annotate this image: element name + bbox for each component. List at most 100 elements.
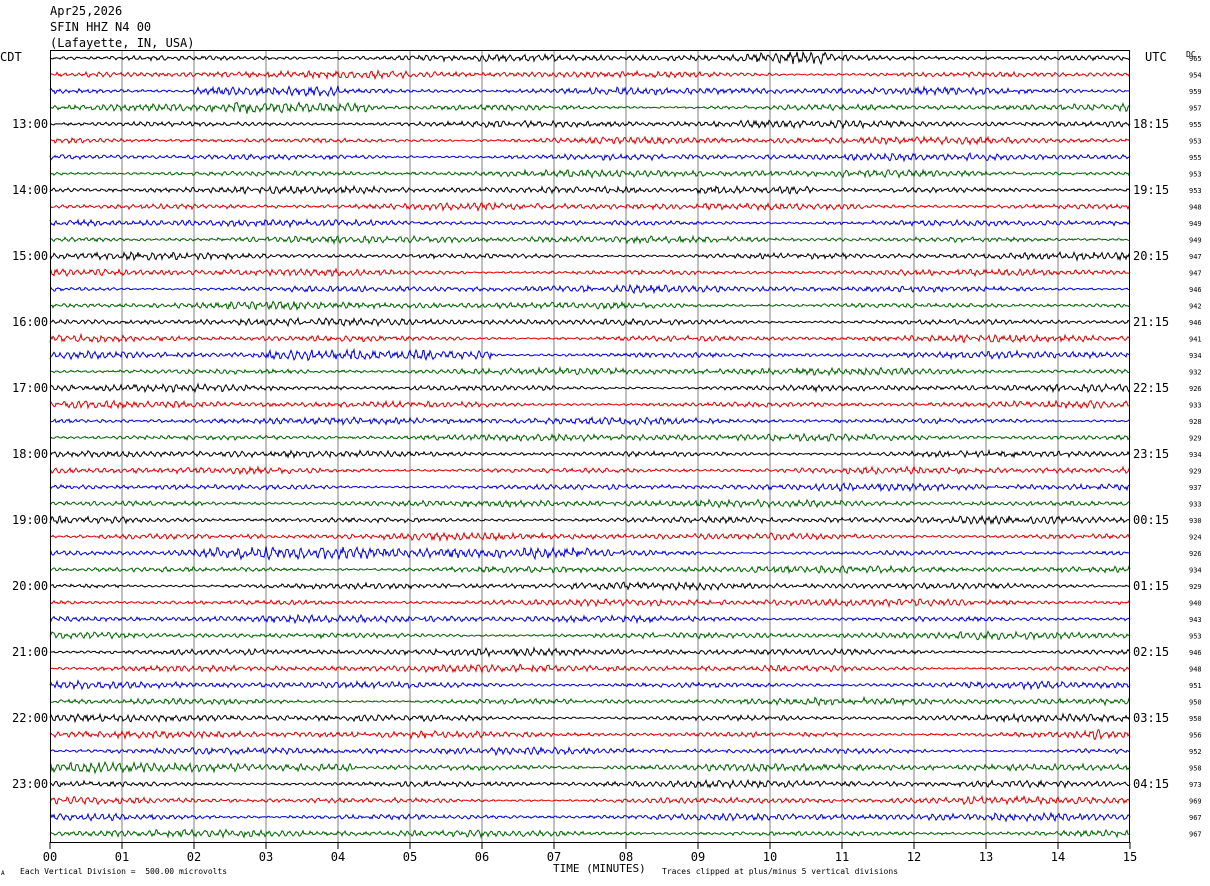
- seismic-trace-46: [49, 794, 1130, 806]
- seismic-trace-8: [49, 168, 1131, 180]
- x-tick-label: 01: [115, 850, 129, 864]
- seismic-trace-43: [49, 746, 1131, 757]
- dc-offset-label: 934: [1189, 451, 1202, 459]
- seismic-trace-42: [49, 729, 1131, 741]
- plot-frame: [50, 50, 1130, 843]
- cdt-hour-label: 16:00: [12, 315, 48, 329]
- dc-offset-label: 951: [1189, 682, 1202, 690]
- seismic-trace-44: [49, 760, 1131, 775]
- cdt-hour-label: 19:00: [12, 513, 48, 527]
- dc-offset-label: 929: [1189, 583, 1202, 591]
- x-tick-label: 06: [475, 850, 489, 864]
- dc-offset-label: 929: [1189, 468, 1202, 476]
- seismic-trace-34: [50, 597, 1131, 609]
- dc-offset-label: 956: [1189, 732, 1202, 740]
- axis-labels: 00 01 02 03 04 05 06 07 08 09 10 11 12 13 14 15 965 954 95…: [12, 55, 1202, 864]
- seismic-trace-40: [49, 695, 1131, 707]
- x-tick-label: 08: [619, 850, 633, 864]
- seismic-trace-3: [49, 85, 1131, 98]
- dc-offset-label: 969: [1189, 798, 1202, 806]
- seismic-trace-20: [49, 365, 1131, 377]
- cdt-hour-label: 21:00: [12, 645, 48, 659]
- cdt-hour-label: 18:00: [12, 447, 48, 461]
- cdt-hour-label: 22:00: [12, 711, 48, 725]
- seismic-trace-14: [49, 267, 1131, 278]
- dc-offset-label: 949: [1189, 237, 1202, 245]
- seismic-trace-11: [49, 218, 1131, 229]
- cdt-axis-label: CDT: [0, 50, 22, 64]
- seismic-trace-39: [49, 679, 1131, 691]
- grid-lines: [49, 50, 1131, 849]
- x-tick-label: 13: [979, 850, 993, 864]
- station-code: SFIN HHZ N4 00: [50, 20, 152, 34]
- seismic-trace-27: [49, 482, 1131, 493]
- x-tick-label: 11: [835, 850, 849, 864]
- seismic-trace-48: [49, 828, 1131, 839]
- dc-offset-label: 952: [1189, 748, 1202, 756]
- scale-note: Each Vertical Division = 500.00 microvol…: [20, 867, 228, 876]
- dc-offset-label: 926: [1189, 550, 1202, 558]
- x-tick-label: 03: [259, 850, 273, 864]
- utc-hour-label: 18:15: [1133, 117, 1169, 131]
- seismic-trace-13: [49, 250, 1130, 263]
- clip-note: Traces clipped at plus/minus 5 vertical …: [662, 867, 899, 876]
- seismic-trace-32: [49, 564, 1131, 575]
- cdt-hour-label: 13:00: [12, 117, 48, 131]
- utc-hour-label: 02:15: [1133, 645, 1169, 659]
- x-tick-label: 14: [1051, 850, 1065, 864]
- x-tick-label: 05: [403, 850, 417, 864]
- dc-offset-label: 967: [1189, 814, 1202, 822]
- dc-offset-label: 955: [1189, 121, 1202, 129]
- dc-offset-label: 967: [1189, 831, 1202, 839]
- utc-hour-label: 04:15: [1133, 777, 1169, 791]
- dc-offset-label: 929: [1189, 435, 1202, 443]
- seismic-trace-15: [49, 283, 1131, 295]
- dc-offset-label: 950: [1189, 699, 1202, 707]
- seismic-trace-19: [49, 347, 1131, 362]
- seismic-trace-33: [49, 581, 1131, 592]
- dc-offset-label: 943: [1189, 616, 1202, 624]
- utc-hour-label: 21:15: [1133, 315, 1169, 329]
- utc-hour-label: 03:15: [1133, 711, 1169, 725]
- x-tick-label: 04: [331, 850, 345, 864]
- station-location: (Lafayette, IN, USA): [50, 36, 195, 50]
- utc-hour-label: 19:15: [1133, 183, 1169, 197]
- dc-offset-label: 932: [1189, 369, 1202, 377]
- seismic-trace-23: [50, 416, 1131, 426]
- dc-offset-label: 954: [1189, 72, 1202, 80]
- seismic-trace-37: [49, 646, 1131, 658]
- seismic-trace-38: [49, 663, 1131, 675]
- dc-offset-label: 953: [1189, 633, 1202, 641]
- seismic-trace-18: [49, 332, 1131, 344]
- utc-hour-label: 22:15: [1133, 381, 1169, 395]
- dc-offset-label: 933: [1189, 402, 1202, 410]
- dc-offset-label: 948: [1189, 666, 1202, 674]
- seismic-trace-5: [49, 119, 1131, 130]
- dc-offset-label: 953: [1189, 138, 1202, 146]
- seismic-trace-28: [49, 498, 1131, 509]
- x-tick-label: 10: [763, 850, 777, 864]
- dc-offset-label: 942: [1189, 303, 1202, 311]
- dc-offset-label: 934: [1189, 567, 1202, 575]
- seismic-trace-47: [49, 811, 1131, 823]
- cdt-hour-label: 20:00: [12, 579, 48, 593]
- record-date: Apr25,2026: [50, 4, 123, 18]
- seismic-trace-29: [49, 514, 1131, 526]
- dc-offset-label: 933: [1189, 501, 1202, 509]
- dc-offset-label: 946: [1189, 286, 1202, 294]
- x-tick-label: 00: [43, 850, 57, 864]
- seismic-trace-45: [49, 778, 1131, 790]
- dc-offset-label: 947: [1189, 253, 1202, 261]
- x-tick-label: 02: [187, 850, 201, 864]
- dc-offset-label: 930: [1189, 517, 1202, 525]
- seismic-trace-1: [49, 50, 1131, 66]
- seismic-trace-17: [49, 316, 1131, 328]
- seismic-trace-10: [50, 201, 1131, 213]
- dc-offset-label: 949: [1189, 220, 1202, 228]
- seismic-trace-9: [49, 184, 1131, 195]
- seismic-trace-26: [49, 465, 1131, 476]
- seismic-trace-30: [49, 531, 1131, 543]
- utc-axis-label: UTC: [1145, 50, 1167, 64]
- seismic-trace-25: [49, 448, 1131, 460]
- seismic-trace-41: [49, 712, 1131, 724]
